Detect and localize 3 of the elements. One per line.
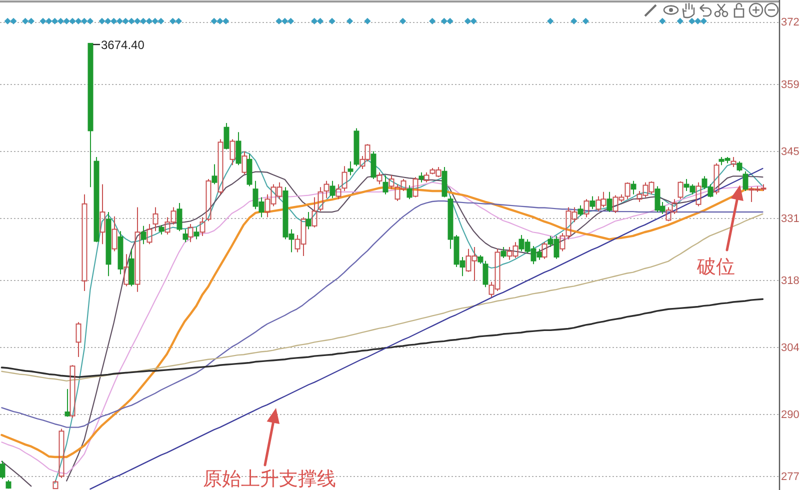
annotation: 3674.40 [101,38,144,52]
annotation: 原始上升支撑线 [203,469,336,490]
annotation: 破位 [697,257,735,278]
